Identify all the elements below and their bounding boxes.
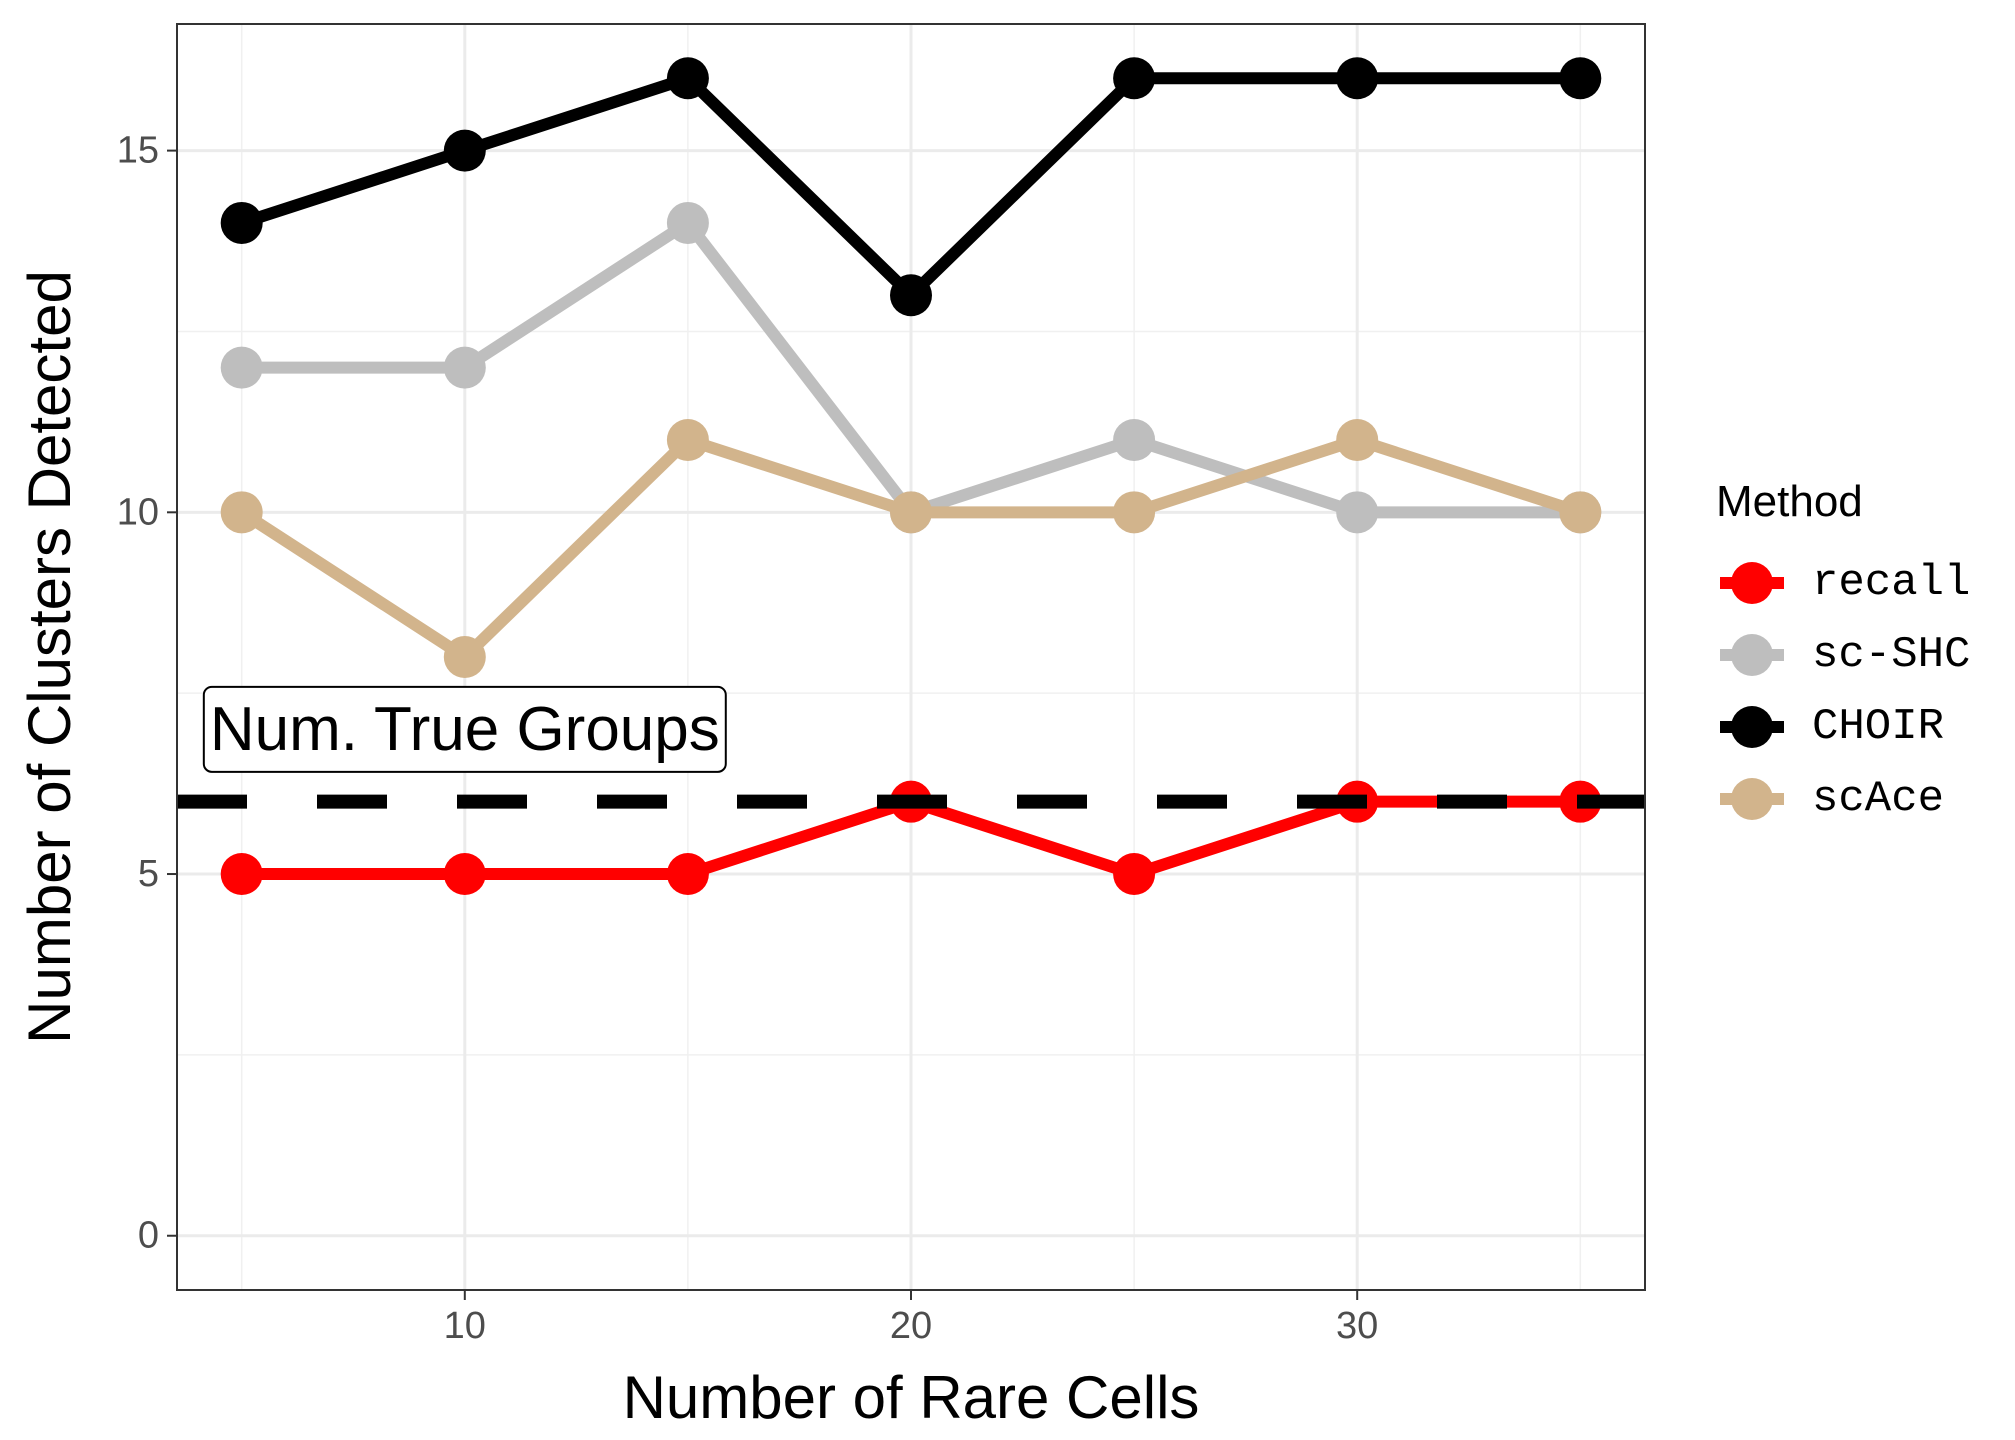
legend-item-sc-SHC: sc-SHC — [1720, 630, 1970, 680]
x-axis-title: Number of Rare Cells — [623, 1364, 1200, 1431]
annotation-box — [202, 685, 727, 773]
annotation-layer: Num. True Groups — [202, 685, 727, 773]
y-tick-label: 5 — [138, 853, 159, 895]
data-point-CHOIR — [220, 201, 263, 244]
legend-title: Method — [1716, 477, 1863, 526]
data-point-CHOIR — [1336, 57, 1379, 100]
data-point-recall — [220, 853, 263, 896]
major-gridlines — [177, 24, 1645, 1290]
data-point-CHOIR — [666, 57, 709, 100]
legend-key-point — [1731, 634, 1773, 676]
data-point-sc-SHC — [1336, 491, 1379, 534]
data-point-recall — [443, 853, 486, 896]
data-point-CHOIR — [443, 129, 486, 172]
legend: Method recall sc-SHC CHOIR scAce — [1716, 477, 1970, 824]
y-tick-label: 0 — [138, 1215, 159, 1257]
data-point-scAce — [220, 491, 263, 534]
x-tick-label: 30 — [1336, 1305, 1378, 1347]
data-point-recall — [666, 853, 709, 896]
legend-label: recall — [1812, 558, 1970, 608]
series-scAce — [220, 418, 1602, 678]
y-tick-label: 10 — [117, 491, 159, 533]
data-point-scAce — [1113, 491, 1156, 534]
data-point-sc-SHC — [443, 346, 486, 389]
legend-label: CHOIR — [1812, 702, 1944, 752]
legend-item-recall: recall — [1720, 558, 1970, 608]
data-point-scAce — [1336, 418, 1379, 461]
legend-item-CHOIR: CHOIR — [1720, 702, 1944, 752]
y-tick-label: 15 — [117, 130, 159, 172]
data-point-sc-SHC — [220, 346, 263, 389]
data-point-scAce — [443, 636, 486, 678]
data-point-scAce — [890, 491, 932, 534]
legend-item-scAce: scAce — [1720, 774, 1944, 824]
data-point-sc-SHC — [666, 201, 709, 244]
data-point-recall — [1113, 853, 1156, 896]
annotation-label: Num. True Groups — [210, 695, 720, 764]
legend-key-point — [1731, 562, 1773, 604]
data-point-sc-SHC — [1113, 418, 1156, 461]
data-point-CHOIR — [890, 274, 932, 317]
series-CHOIR — [220, 57, 1602, 317]
legend-key-point — [1731, 778, 1773, 820]
axis-ticks: 10 20 30 0 5 10 15 — [117, 130, 1379, 1347]
legend-label: scAce — [1812, 774, 1944, 824]
data-point-CHOIR — [1113, 57, 1156, 100]
legend-label: sc-SHC — [1812, 630, 1970, 680]
series-layer — [220, 57, 1602, 896]
data-point-scAce — [666, 418, 709, 461]
x-tick-label: 10 — [444, 1305, 486, 1347]
x-tick-label: 20 — [890, 1305, 932, 1347]
legend-key-point — [1731, 706, 1773, 748]
y-axis-title: Number of Clusters Detected — [16, 270, 83, 1044]
data-point-scAce — [1559, 491, 1602, 534]
data-point-CHOIR — [1559, 57, 1602, 100]
